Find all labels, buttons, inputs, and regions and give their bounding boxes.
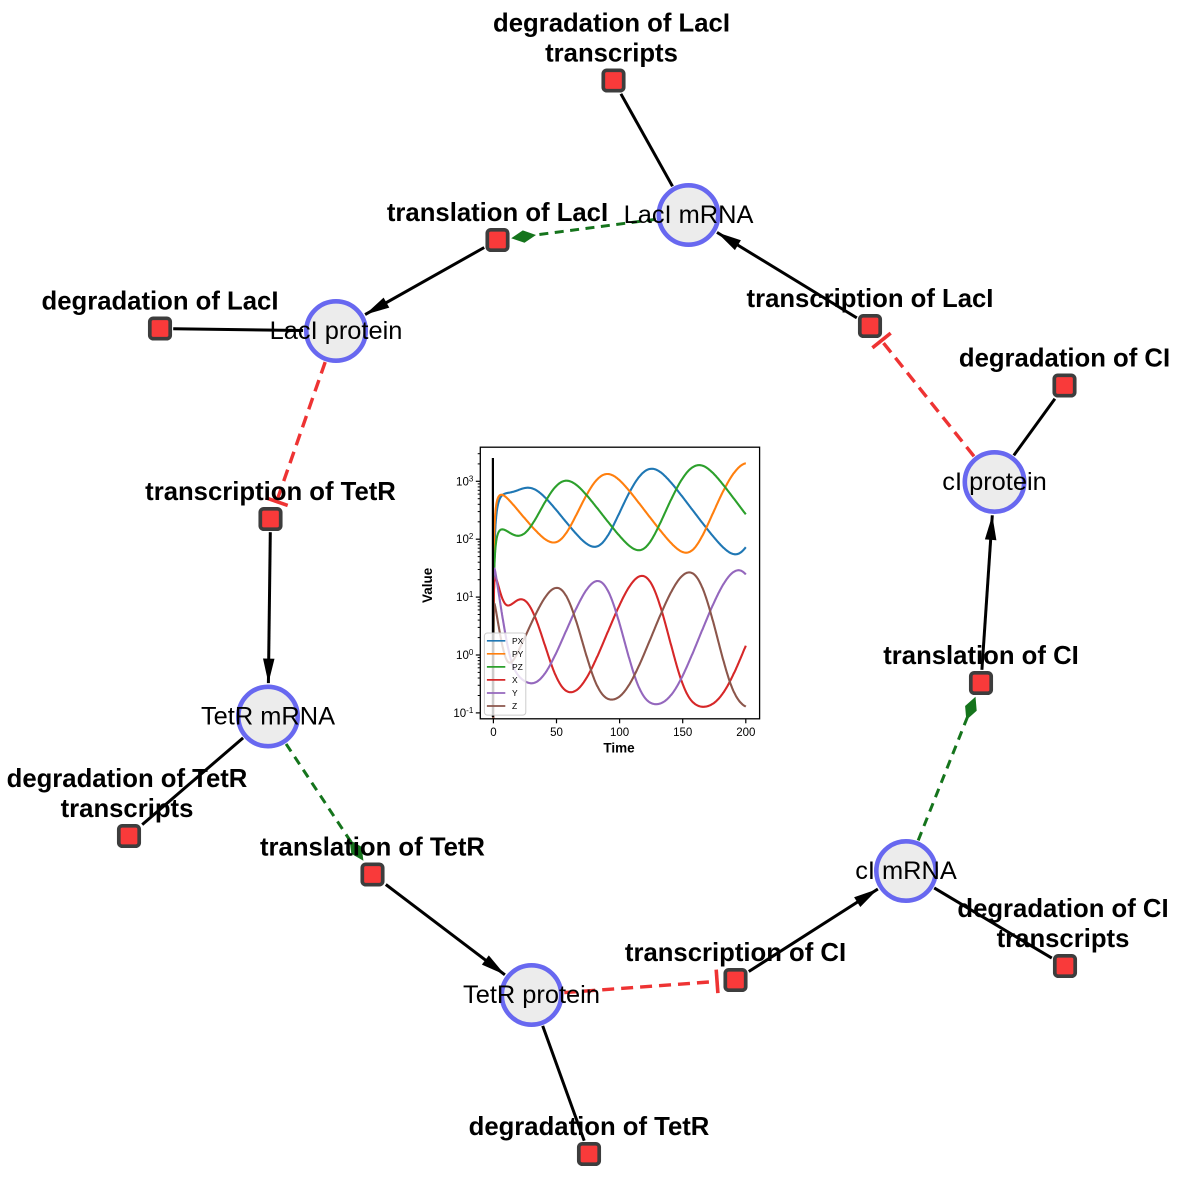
svg-text:PZ: PZ (512, 662, 523, 672)
svg-text:cI mRNA: cI mRNA (855, 857, 957, 885)
svg-text:degradation of TetR: degradation of TetR (469, 1113, 710, 1141)
svg-text:0: 0 (490, 727, 496, 739)
svg-text:cI protein: cI protein (942, 468, 1046, 496)
svg-text:translation of CI: translation of CI (883, 642, 1079, 670)
svg-text:transcripts: transcripts (997, 925, 1130, 953)
svg-text:translation of LacI: translation of LacI (387, 199, 608, 227)
svg-text:transcription of TetR: transcription of TetR (145, 478, 396, 506)
svg-text:Z: Z (512, 701, 517, 711)
svg-text:50: 50 (550, 727, 563, 739)
svg-text:PY: PY (512, 649, 524, 659)
svg-text:Y: Y (512, 688, 518, 698)
svg-text:transcripts: transcripts (545, 40, 678, 68)
svg-text:transcription of CI: transcription of CI (625, 939, 846, 967)
svg-text:degradation of TetR: degradation of TetR (7, 765, 248, 793)
svg-text:100: 100 (610, 727, 629, 739)
svg-text:transcripts: transcripts (61, 795, 194, 823)
svg-text:degradation of CI: degradation of CI (957, 895, 1168, 923)
svg-text:transcription of LacI: transcription of LacI (747, 285, 994, 313)
svg-text:PX: PX (512, 636, 524, 646)
svg-text:Value: Value (420, 567, 435, 603)
svg-text:150: 150 (673, 727, 692, 739)
svg-text:TetR protein: TetR protein (463, 981, 600, 1009)
svg-text:degradation of LacI: degradation of LacI (42, 288, 279, 316)
svg-text:translation of TetR: translation of TetR (260, 834, 485, 862)
svg-text:degradation of LacI: degradation of LacI (493, 10, 730, 38)
svg-text:degradation of CI: degradation of CI (959, 345, 1170, 373)
svg-text:Time: Time (603, 741, 635, 756)
svg-text:X: X (512, 675, 518, 685)
svg-text:LacI mRNA: LacI mRNA (624, 201, 754, 229)
svg-text:LacI protein: LacI protein (270, 317, 403, 345)
svg-text:TetR mRNA: TetR mRNA (201, 703, 335, 731)
svg-text:200: 200 (736, 727, 755, 739)
